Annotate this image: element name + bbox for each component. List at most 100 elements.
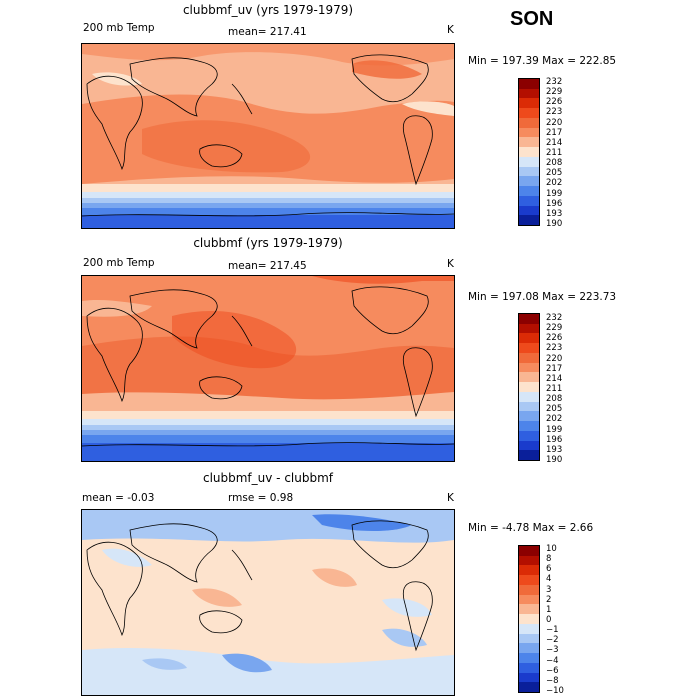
colorbar-swatch bbox=[519, 98, 539, 109]
panel-1-minmax: Min = 197.39 Max = 222.85 bbox=[468, 55, 617, 67]
colorbar-tick-label: 193 bbox=[546, 208, 563, 219]
colorbar-tick-label: −1 bbox=[546, 625, 559, 636]
colorbar-swatch bbox=[519, 79, 539, 89]
colorbar-tick-label: 217 bbox=[546, 363, 563, 374]
colorbar-swatch bbox=[519, 343, 539, 353]
colorbar-swatch bbox=[519, 108, 539, 118]
colorbar-swatch bbox=[519, 575, 539, 585]
panel-2-left-label: 200 mb Temp bbox=[83, 257, 155, 269]
colorbar-swatch bbox=[519, 421, 539, 431]
colorbar-tick-label: 226 bbox=[546, 97, 563, 108]
colorbar-swatch bbox=[519, 411, 539, 422]
colorbar-tick-label: 214 bbox=[546, 373, 563, 384]
colorbar-swatch bbox=[519, 372, 539, 383]
colorbar-tick-label: 211 bbox=[546, 148, 563, 158]
panel-1-map bbox=[81, 43, 455, 229]
colorbar-tick-label: 217 bbox=[546, 127, 563, 138]
colorbar-swatch bbox=[519, 127, 539, 138]
colorbar-tick-label: −3 bbox=[546, 645, 559, 656]
colorbar-tick-label: −4 bbox=[546, 655, 559, 666]
panel-1-title: clubbmf_uv (yrs 1979-1979) bbox=[182, 3, 354, 17]
colorbar-swatch bbox=[519, 352, 539, 363]
colorbar-swatch bbox=[519, 215, 539, 226]
colorbar-tick-label: 199 bbox=[546, 188, 563, 199]
colorbar-swatch bbox=[519, 156, 539, 167]
colorbar-swatch bbox=[519, 682, 539, 693]
colorbar-swatch bbox=[519, 450, 539, 461]
panel-3-colorbar bbox=[518, 545, 540, 693]
colorbar-tick-label: 211 bbox=[546, 384, 563, 394]
colorbar-swatch bbox=[519, 633, 539, 644]
colorbar-swatch bbox=[519, 565, 539, 576]
colorbar-tick-label: 229 bbox=[546, 323, 563, 334]
colorbar-swatch bbox=[519, 440, 539, 451]
panel-3-rmse-label: rmse = 0.98 bbox=[228, 492, 294, 504]
colorbar-tick-label: 0 bbox=[546, 615, 552, 625]
colorbar-tick-label: 1 bbox=[546, 604, 552, 615]
panel-2-map bbox=[81, 275, 455, 462]
colorbar-swatch bbox=[519, 614, 539, 624]
colorbar-tick-label: 223 bbox=[546, 343, 563, 354]
colorbar-swatch bbox=[519, 186, 539, 196]
colorbar-swatch bbox=[519, 362, 539, 373]
season-label: SON bbox=[510, 8, 554, 30]
colorbar-swatch bbox=[519, 117, 539, 128]
colorbar-tick-label: 214 bbox=[546, 137, 563, 148]
colorbar-swatch bbox=[519, 314, 539, 324]
colorbar-tick-label: −6 bbox=[546, 665, 559, 676]
colorbar-tick-label: 232 bbox=[546, 77, 563, 87]
panel-1-mean-label: mean= 217.41 bbox=[228, 26, 307, 38]
colorbar-tick-label: 208 bbox=[546, 394, 563, 405]
colorbar-tick-label: 223 bbox=[546, 107, 563, 118]
colorbar-swatch bbox=[519, 137, 539, 148]
panel-3-mean-label: mean = -0.03 bbox=[82, 492, 155, 504]
colorbar-tick-label: 190 bbox=[546, 455, 563, 465]
colorbar-swatch bbox=[519, 584, 539, 595]
colorbar-tick-label: 4 bbox=[546, 574, 552, 585]
panel-3-unit: K bbox=[447, 492, 454, 504]
panel-2-unit: K bbox=[447, 258, 454, 270]
colorbar-swatch bbox=[519, 391, 539, 402]
colorbar-tick-label: −8 bbox=[546, 675, 559, 686]
colorbar-swatch bbox=[519, 166, 539, 177]
panel-3-map-svg bbox=[82, 510, 454, 695]
colorbar-swatch bbox=[519, 88, 539, 99]
colorbar-swatch bbox=[519, 672, 539, 683]
colorbar-swatch bbox=[519, 147, 539, 157]
colorbar-tick-label: 190 bbox=[546, 219, 563, 229]
colorbar-tick-label: 232 bbox=[546, 313, 563, 323]
panel-2-colorbar bbox=[518, 313, 540, 461]
colorbar-tick-label: 196 bbox=[546, 198, 563, 209]
panel-2-minmax: Min = 197.08 Max = 223.73 bbox=[468, 291, 617, 303]
panel-2-map-svg bbox=[82, 276, 454, 461]
colorbar-swatch bbox=[519, 323, 539, 334]
colorbar-tick-label: 205 bbox=[546, 168, 563, 179]
colorbar-swatch bbox=[519, 662, 539, 673]
colorbar-swatch bbox=[519, 176, 539, 187]
panel-1-colorbar bbox=[518, 78, 540, 226]
colorbar-tick-label: 199 bbox=[546, 424, 563, 435]
colorbar-tick-label: −10 bbox=[546, 686, 564, 696]
colorbar-tick-label: 229 bbox=[546, 87, 563, 98]
colorbar-swatch bbox=[519, 555, 539, 566]
colorbar-tick-label: 3 bbox=[546, 584, 552, 595]
colorbar-tick-label: 2 bbox=[546, 594, 552, 605]
colorbar-swatch bbox=[519, 333, 539, 344]
colorbar-tick-label: 6 bbox=[546, 564, 552, 575]
panel-3-title: clubbmf_uv - clubbmf bbox=[202, 471, 334, 485]
colorbar-tick-label: 196 bbox=[546, 434, 563, 445]
colorbar-swatch bbox=[519, 205, 539, 216]
colorbar-tick-label: −2 bbox=[546, 635, 559, 646]
panel-2-title: clubbmf (yrs 1979-1979) bbox=[193, 236, 343, 250]
panel-1-map-svg bbox=[82, 44, 454, 228]
colorbar-swatch bbox=[519, 401, 539, 412]
panel-3-minmax: Min = -4.78 Max = 2.66 bbox=[468, 522, 594, 534]
panel-3-map bbox=[81, 509, 455, 696]
colorbar-tick-label: 220 bbox=[546, 117, 563, 128]
colorbar-tick-label: 10 bbox=[546, 544, 557, 554]
colorbar-swatch bbox=[519, 643, 539, 654]
colorbar-tick-label: 220 bbox=[546, 353, 563, 364]
colorbar-tick-label: 208 bbox=[546, 158, 563, 169]
panel-1-unit: K bbox=[447, 24, 454, 36]
colorbar-swatch bbox=[519, 594, 539, 605]
